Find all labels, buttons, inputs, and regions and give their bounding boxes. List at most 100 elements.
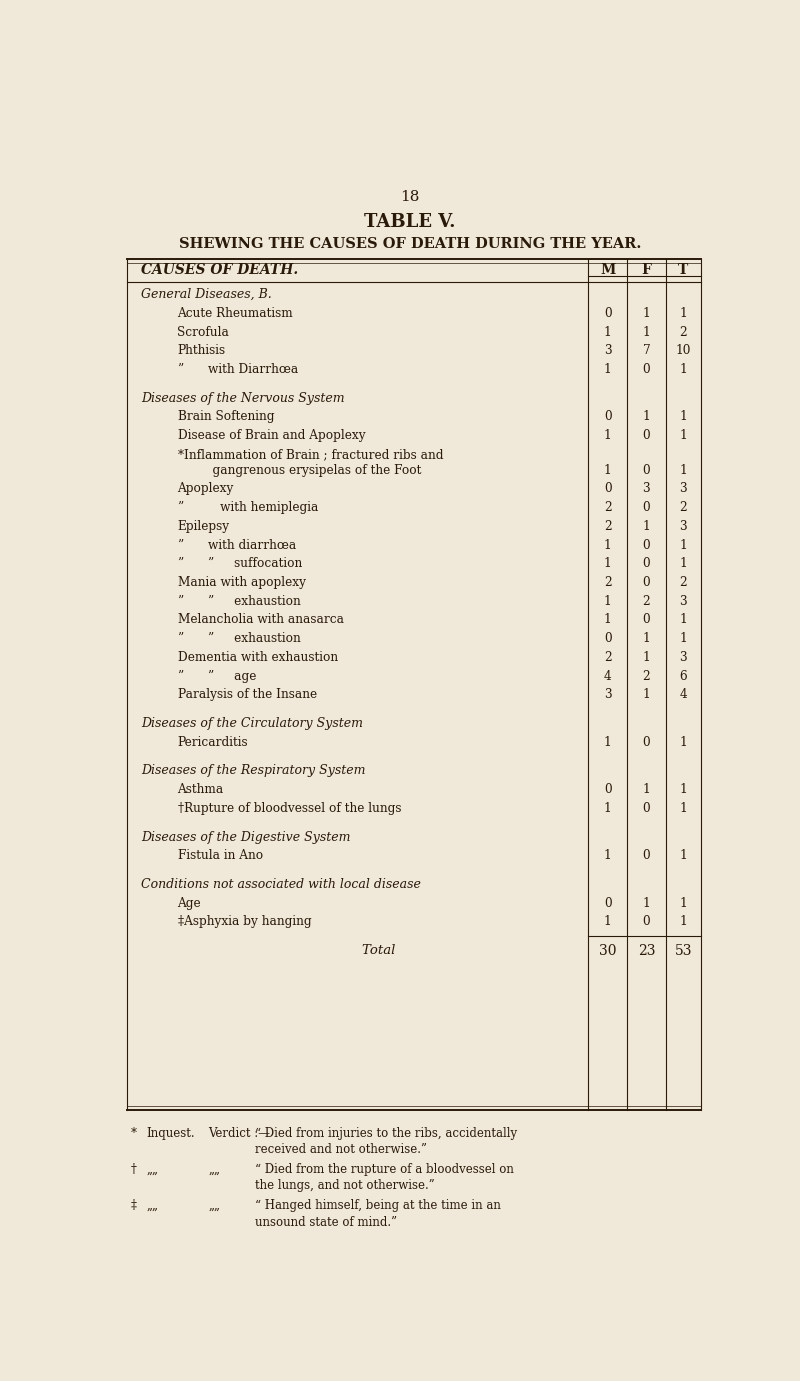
Text: ”    with diarrhœa: ” with diarrhœa (178, 539, 296, 551)
Text: 1: 1 (604, 558, 611, 570)
Text: Disease of Brain and Apoplexy: Disease of Brain and Apoplexy (178, 429, 365, 442)
Text: Phthisis: Phthisis (178, 344, 226, 358)
Text: gangrenous erysipelas of the Foot: gangrenous erysipelas of the Foot (197, 464, 422, 476)
Text: 0: 0 (642, 736, 650, 749)
Text: 2: 2 (642, 595, 650, 608)
Text: 30: 30 (599, 945, 616, 958)
Text: “ Died from the rupture of a bloodvessel on: “ Died from the rupture of a bloodvessel… (255, 1163, 514, 1175)
Text: 1: 1 (679, 464, 687, 476)
Text: TABLE V.: TABLE V. (364, 213, 456, 231)
Text: 1: 1 (679, 736, 687, 749)
Text: ”    ”   suffocation: ” ” suffocation (178, 558, 302, 570)
Text: Verdict :—: Verdict :— (209, 1127, 270, 1139)
Text: 0: 0 (604, 783, 611, 797)
Text: 1: 1 (642, 896, 650, 910)
Text: Dementia with exhaustion: Dementia with exhaustion (178, 650, 338, 664)
Text: 0: 0 (642, 916, 650, 928)
Text: 1: 1 (642, 783, 650, 797)
Text: CAUSES OF DEATH.: CAUSES OF DEATH. (141, 262, 298, 276)
Text: 1: 1 (604, 464, 611, 476)
Text: 4: 4 (679, 688, 687, 702)
Text: 1: 1 (642, 410, 650, 424)
Text: Diseases of the Nervous System: Diseases of the Nervous System (141, 392, 345, 405)
Text: 2: 2 (642, 670, 650, 682)
Text: 1: 1 (679, 558, 687, 570)
Text: 1: 1 (642, 688, 650, 702)
Text: ‡: ‡ (131, 1199, 137, 1213)
Text: ”    with Diarrhœa: ” with Diarrhœa (178, 363, 298, 376)
Text: 1: 1 (679, 410, 687, 424)
Text: 0: 0 (642, 539, 650, 551)
Text: 3: 3 (679, 482, 687, 496)
Text: 0: 0 (604, 896, 611, 910)
Text: 2: 2 (604, 501, 611, 514)
Text: „„: „„ (146, 1199, 158, 1213)
Text: 0: 0 (642, 429, 650, 442)
Text: 1: 1 (679, 539, 687, 551)
Text: †: † (131, 1163, 137, 1175)
Text: 3: 3 (679, 519, 687, 533)
Text: 1: 1 (642, 307, 650, 320)
Text: F: F (642, 262, 651, 276)
Text: Pericarditis: Pericarditis (178, 736, 248, 749)
Text: 1: 1 (604, 326, 611, 338)
Text: Apoplexy: Apoplexy (178, 482, 234, 496)
Text: 1: 1 (604, 802, 611, 815)
Text: 3: 3 (642, 482, 650, 496)
Text: 6: 6 (679, 670, 687, 682)
Text: 23: 23 (638, 945, 655, 958)
Text: 2: 2 (604, 519, 611, 533)
Text: 1: 1 (604, 613, 611, 627)
Text: 7: 7 (642, 344, 650, 358)
Text: received and not otherwise.”: received and not otherwise.” (255, 1143, 427, 1156)
Text: „„: „„ (209, 1199, 221, 1213)
Text: “ Died from injuries to the ribs, accidentally: “ Died from injuries to the ribs, accide… (255, 1127, 517, 1139)
Text: 3: 3 (679, 595, 687, 608)
Text: 3: 3 (604, 344, 611, 358)
Text: 1: 1 (604, 429, 611, 442)
Text: 2: 2 (679, 501, 687, 514)
Text: 0: 0 (604, 482, 611, 496)
Text: 10: 10 (675, 344, 691, 358)
Text: 0: 0 (642, 613, 650, 627)
Text: “ Hanged himself, being at the time in an: “ Hanged himself, being at the time in a… (255, 1199, 501, 1213)
Text: Mania with apoplexy: Mania with apoplexy (178, 576, 306, 590)
Text: 0: 0 (642, 802, 650, 815)
Text: 0: 0 (642, 363, 650, 376)
Text: 0: 0 (604, 410, 611, 424)
Text: 0: 0 (642, 464, 650, 476)
Text: „„: „„ (146, 1163, 158, 1175)
Text: the lungs, and not otherwise.”: the lungs, and not otherwise.” (255, 1179, 434, 1192)
Text: „„: „„ (209, 1163, 221, 1175)
Text: ”     with hemiplegia: ” with hemiplegia (178, 501, 318, 514)
Text: 1: 1 (679, 783, 687, 797)
Text: unsound state of mind.”: unsound state of mind.” (255, 1215, 397, 1229)
Text: Scrofula: Scrofula (178, 326, 230, 338)
Text: Fistula in Ano: Fistula in Ano (178, 849, 262, 862)
Text: 0: 0 (604, 307, 611, 320)
Text: 1: 1 (679, 307, 687, 320)
Text: Inquest.: Inquest. (146, 1127, 195, 1139)
Text: General Diseases, B.: General Diseases, B. (141, 289, 272, 301)
Text: Diseases of the Respiratory System: Diseases of the Respiratory System (141, 765, 366, 778)
Text: Epilepsy: Epilepsy (178, 519, 230, 533)
Text: 0: 0 (642, 501, 650, 514)
Text: 1: 1 (604, 736, 611, 749)
Text: 1: 1 (642, 632, 650, 645)
Text: 1: 1 (642, 519, 650, 533)
Text: 1: 1 (604, 916, 611, 928)
Text: ”    ”   exhaustion: ” ” exhaustion (178, 595, 300, 608)
Text: 1: 1 (679, 632, 687, 645)
Text: ”    ”   age: ” ” age (178, 670, 256, 682)
Text: 2: 2 (679, 576, 687, 590)
Text: 1: 1 (604, 363, 611, 376)
Text: 1: 1 (679, 613, 687, 627)
Text: 0: 0 (642, 558, 650, 570)
Text: 1: 1 (642, 650, 650, 664)
Text: Brain Softening: Brain Softening (178, 410, 274, 424)
Text: 2: 2 (604, 576, 611, 590)
Text: 2: 2 (679, 326, 687, 338)
Text: 1: 1 (642, 326, 650, 338)
Text: ‡Asphyxia by hanging: ‡Asphyxia by hanging (178, 916, 311, 928)
Text: 18: 18 (400, 189, 420, 203)
